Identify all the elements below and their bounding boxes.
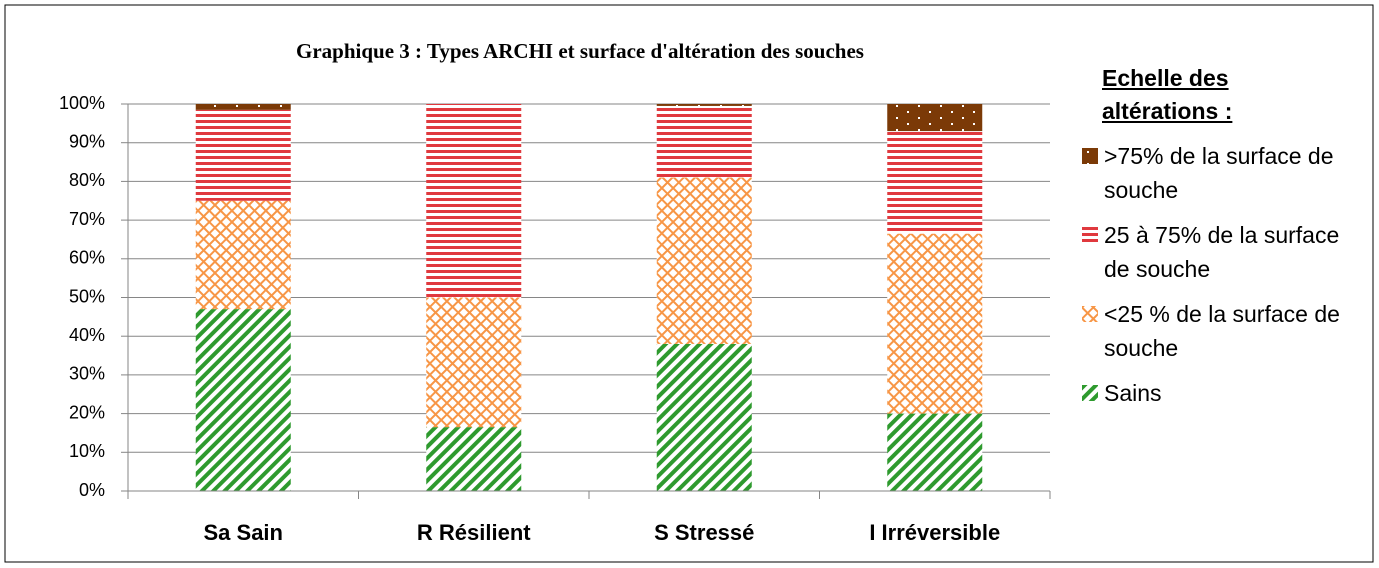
legend-swatch-fill: [1082, 305, 1098, 322]
legend-item: <25 % de la surface de souche: [1082, 297, 1352, 365]
bar-segment: [656, 105, 752, 178]
legend-swatch: [1082, 384, 1098, 401]
legend-swatch: [1082, 305, 1098, 322]
bar-segment: [195, 104, 291, 110]
legend-swatch-fill: [1082, 147, 1098, 164]
legend-label: <25 % de la surface de souche: [1104, 300, 1340, 361]
legend-item: 25 à 75% de la surface de souche: [1082, 218, 1352, 286]
legend-item: >75% de la surface de souche: [1082, 139, 1352, 207]
legend-swatch: [1082, 147, 1098, 164]
y-tick-label: 80%: [69, 170, 105, 190]
bar-segment: [887, 104, 983, 132]
y-tick-label: 20%: [69, 402, 105, 422]
bar-segment: [656, 177, 752, 344]
bar-segment: [426, 297, 522, 428]
bar-segment: [887, 131, 983, 234]
x-tick-label: Sa Sain: [204, 520, 283, 545]
chart-title: Graphique 3 : Types ARCHI et surface d'a…: [296, 39, 864, 63]
legend-swatch-fill: [1082, 226, 1098, 243]
legend-swatch: [1082, 226, 1098, 243]
bar-segment: [887, 233, 983, 414]
y-tick-label: 90%: [69, 131, 105, 151]
y-tick-label: 40%: [69, 325, 105, 345]
bar-segment: [887, 413, 983, 491]
y-tick-label: 0%: [79, 480, 105, 500]
y-tick-label: 100%: [59, 93, 105, 113]
bar-segment: [656, 343, 752, 491]
bar-segment: [426, 104, 522, 298]
chart-border: [4, 4, 1374, 563]
y-tick-label: 30%: [69, 364, 105, 384]
legend-swatch-fill: [1082, 384, 1098, 401]
x-tick-label: R Résilient: [417, 520, 531, 545]
x-tick-label: I Irréversible: [869, 520, 1000, 545]
bar-segment: [426, 427, 522, 491]
legend-label: >75% de la surface de souche: [1104, 142, 1334, 203]
y-tick-label: 10%: [69, 441, 105, 461]
bar-segment: [656, 104, 752, 106]
y-tick-label: 50%: [69, 286, 105, 306]
bar-segment: [195, 309, 291, 491]
legend-title: Echelle des altérations :: [1102, 65, 1233, 125]
y-tick-label: 60%: [69, 248, 105, 268]
y-tick-label: 70%: [69, 209, 105, 229]
bar-segment: [195, 200, 291, 310]
legend-label: 25 à 75% de la surface de souche: [1104, 221, 1340, 282]
bar-segment: [195, 109, 291, 201]
legend: Echelle des altérations : >75% de la sur…: [1082, 62, 1352, 421]
legend-label: Sains: [1104, 379, 1162, 406]
x-tick-label: S Stressé: [654, 520, 754, 545]
legend-item: Sains: [1082, 376, 1352, 410]
